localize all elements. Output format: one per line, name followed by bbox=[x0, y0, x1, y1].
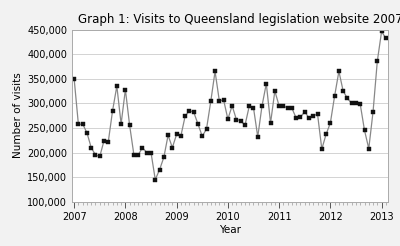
X-axis label: Year: Year bbox=[219, 225, 241, 235]
Y-axis label: Number of visits: Number of visits bbox=[13, 73, 23, 158]
Text: Graph 1: Visits to Queensland legislation website 2007-2013: Graph 1: Visits to Queensland legislatio… bbox=[78, 13, 400, 26]
